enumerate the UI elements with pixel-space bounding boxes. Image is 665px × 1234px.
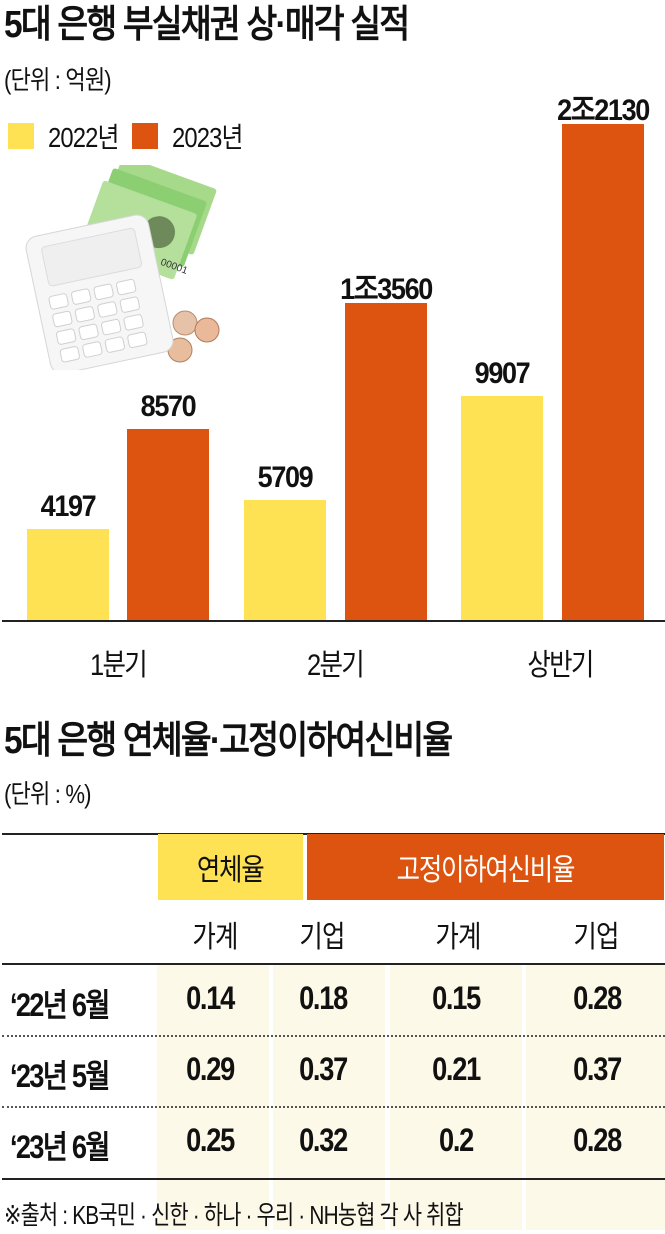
legend-label-2022: 2022년 bbox=[48, 122, 119, 153]
header-group-delinquency-label: 연체율 bbox=[197, 854, 265, 887]
bar-label-q2-2022: 5709 bbox=[257, 461, 314, 494]
cell: 0.2 bbox=[439, 1122, 474, 1158]
source-note: ※출처 : KB국민 · 신한 · 하나 · 우리 · NH농협 각 사 취합 bbox=[4, 1200, 464, 1230]
subheader-household-1: 가계 bbox=[192, 921, 238, 954]
row-label: ‘23년 6월 bbox=[10, 1129, 110, 1165]
cell: 0.37 bbox=[573, 1051, 622, 1087]
cell: 0.28 bbox=[573, 980, 622, 1016]
calculator-and-money-icon: 00001 bbox=[25, 165, 220, 370]
chart-title: 5대 은행 부실채권 상·매각 실적 bbox=[4, 4, 410, 46]
row-divider-1 bbox=[2, 1035, 665, 1037]
legend-swatch-2022 bbox=[8, 123, 34, 149]
row-label: ‘22년 6월 bbox=[10, 987, 110, 1023]
category-label-h1: 상반기 bbox=[527, 649, 594, 682]
legend-2022: 2022년 bbox=[8, 116, 131, 156]
subheader-corporate-2: 기업 bbox=[573, 921, 619, 954]
cell: 0.14 bbox=[186, 980, 235, 1016]
bar-q1-2022 bbox=[27, 529, 109, 620]
bar-q1-2023 bbox=[127, 429, 209, 620]
table-bottom-rule bbox=[2, 1178, 665, 1180]
row-divider-2 bbox=[2, 1106, 665, 1108]
row-label: ‘23년 5월 bbox=[10, 1058, 110, 1094]
cell: 0.21 bbox=[432, 1051, 481, 1087]
subheader-corporate-1: 기업 bbox=[299, 921, 345, 954]
header-group-npl-label: 고정이하여신비율 bbox=[396, 854, 576, 887]
cell: 0.28 bbox=[573, 1122, 622, 1158]
bar-label-q1-2023: 8570 bbox=[140, 390, 197, 423]
subheader-household-2: 가계 bbox=[435, 921, 481, 954]
cell: 0.29 bbox=[186, 1051, 235, 1087]
bar-label-q1-2022: 4197 bbox=[40, 490, 97, 523]
cell: 0.37 bbox=[299, 1051, 348, 1087]
bar-label-h1-2023: 2조2130 bbox=[557, 94, 650, 127]
column-bg-3 bbox=[390, 965, 522, 1230]
legend-swatch-2023 bbox=[132, 123, 158, 149]
legend-label-2023: 2023년 bbox=[172, 122, 243, 153]
category-label-q1: 1분기 bbox=[89, 649, 148, 682]
bar-label-h1-2022: 9907 bbox=[474, 357, 531, 390]
bar-h1-2023 bbox=[562, 124, 644, 620]
bar-q2-2023 bbox=[345, 303, 427, 620]
bar-label-q2-2023: 1조3560 bbox=[340, 273, 433, 306]
cell: 0.15 bbox=[432, 980, 481, 1016]
legend-2023: 2023년 bbox=[132, 116, 255, 156]
header-group-delinquency: 연체율 bbox=[158, 834, 303, 900]
category-label-q2: 2분기 bbox=[306, 649, 365, 682]
cell: 0.18 bbox=[299, 980, 348, 1016]
bar-q2-2022 bbox=[244, 500, 326, 620]
table-unit: (단위 : %) bbox=[4, 779, 92, 809]
chart-unit: (단위 : 억원) bbox=[4, 65, 112, 95]
column-bg-4 bbox=[526, 965, 665, 1230]
table-body-top-rule bbox=[2, 963, 665, 965]
cell: 0.25 bbox=[186, 1122, 235, 1158]
bar-h1-2022 bbox=[461, 396, 543, 620]
table-title: 5대 은행 연체율·고정이하여신비율 bbox=[4, 720, 453, 762]
column-bg-1 bbox=[157, 965, 269, 1230]
column-bg-2 bbox=[273, 965, 385, 1230]
cell: 0.32 bbox=[299, 1122, 348, 1158]
x-axis-line bbox=[2, 620, 665, 622]
header-group-npl: 고정이하여신비율 bbox=[307, 834, 664, 900]
